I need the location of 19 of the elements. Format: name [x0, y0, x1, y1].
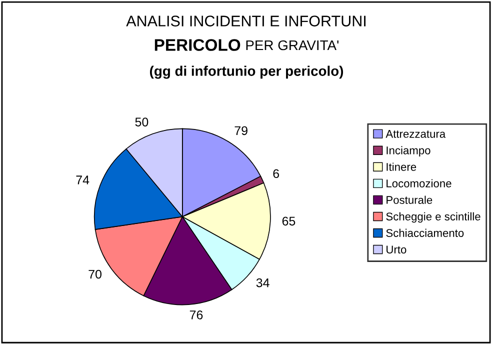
data-label: 70	[88, 270, 102, 279]
data-label: 79	[234, 126, 248, 136]
data-label: 6	[273, 169, 280, 178]
data-label: 76	[190, 310, 203, 320]
data-label: 74	[76, 176, 90, 184]
data-label: 50	[135, 118, 148, 126]
legend-label: Attrezzatura	[386, 130, 446, 138]
text: (gg di infortunio per pericolo)	[150, 66, 344, 79]
legend-label: Urto	[386, 246, 406, 254]
data-label: 34	[256, 278, 270, 288]
legend-label: Posturale	[386, 196, 432, 204]
chart-subtitle: PERICOLO PER GRAVITA'	[154, 39, 338, 51]
legend-label: Schiacciamento	[386, 228, 464, 237]
legend-label: Itinere	[386, 162, 416, 171]
legend-label: Inciampo	[386, 146, 430, 157]
legend-label: Locomozione	[386, 179, 452, 188]
legend-label: Scheggie e scintille	[386, 212, 480, 223]
chart-title: ANALISI INCIDENTI E INFORTUNI	[126, 16, 366, 26]
data-label: 65	[282, 216, 296, 226]
